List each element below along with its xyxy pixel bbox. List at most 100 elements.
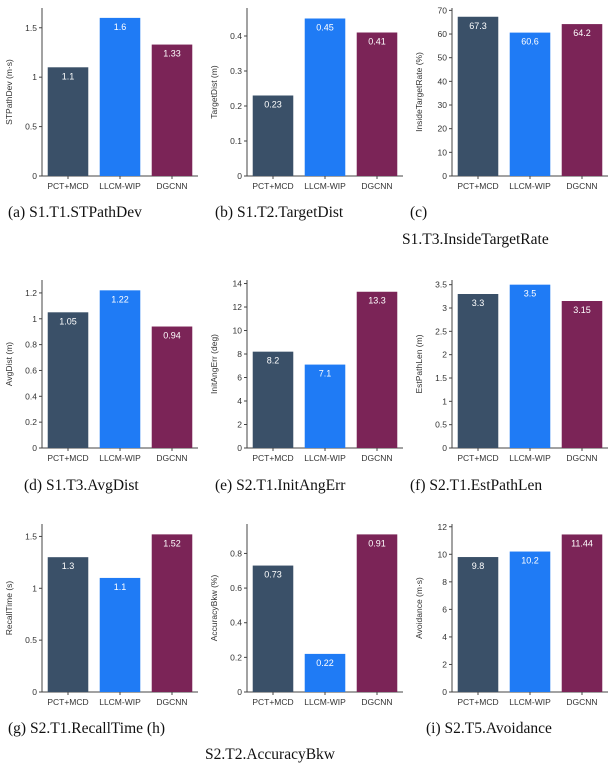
x-tick-label: DGCNN [566,181,597,191]
y-tick-label: 2 [442,350,447,360]
bar-value-label: 8.2 [267,356,280,366]
y-tick-label: 0 [32,171,37,181]
y-axis-label: InsideTargetRate (%) [414,52,424,132]
caption-b: (b) S1.T2.TargetDist [215,204,344,221]
y-axis-label: EstPathLen (m) [414,334,424,393]
y-tick-label: 20 [438,124,448,134]
chart-svg: InitAngErr (deg) 0 2 4 6 8 10 12 14 8.2 PCT+MCD 7.1… [209,279,403,463]
bar-value-label: 1.1 [62,71,75,81]
bar-value-label: 0.41 [368,37,386,47]
y-tick-label: 0 [237,171,242,181]
y-tick-label: 2.5 [435,326,447,336]
bar-value-label: 1.52 [163,538,181,548]
bar-value-label: 11.44 [571,538,593,548]
bar-pct-mcd [47,557,89,692]
bar-value-label: 0.45 [316,23,334,33]
bar-value-label: 1.22 [111,294,129,304]
bar-pct-mcd [47,67,89,176]
y-tick-label: 1.2 [25,288,37,298]
bar-value-label: 0.91 [368,538,386,548]
chart-svg: AvgDist (m) 0 0.2 0.4 0.6 0.8 1 1.2 1.05 PCT+MCD 1… [4,280,198,463]
y-tick-label: 0 [442,171,447,181]
y-tick-label: 14 [233,279,243,289]
x-tick-label: LLCM-WIP [99,181,141,191]
y-axis-label: STPathDev (m·s) [4,59,14,125]
chart-svg: InsideTargetRate (%) 0 10 20 30 40 50 60 70 67.3 P… [414,5,608,191]
y-tick-label: 60 [438,29,448,39]
caption-c-label: (c) [410,204,428,221]
y-axis-label: RecallTime (s) [4,581,14,636]
x-tick-label: PCT+MCD [457,453,498,463]
chart-svg: RecallTime (s) 0 0.5 1 1.5 1.3 PCT+MCD 1.1 LLCM-… [4,524,198,707]
y-tick-label: 0.6 [25,365,37,375]
chart-panel-1: TargetDist (m) 0 0.1 0.2 0.3 0.4 0.23 PCT+MCD 0.… [205,0,410,200]
x-tick-label: DGCNN [361,697,392,707]
chart-svg: TargetDist (m) 0 0.1 0.2 0.3 0.4 0.23 PCT+MCD 0.… [209,8,403,191]
y-axis-label: Avoidance (m·s) [414,577,424,639]
x-tick-label: PCT+MCD [252,181,293,191]
caption-f: (f) S2.T1.EstPathLen [410,477,543,494]
y-tick-label: 10 [438,147,448,157]
y-tick-label: 6 [442,604,447,614]
y-tick-label: 0 [32,687,37,697]
bar-llcm-wip [99,17,141,176]
bar-llcm-wip [509,551,551,692]
chart-panel-7: AccuracyBkw (%) 0 0.2 0.4 0.6 0.8 0.73 PCT+MCD 0… [205,516,410,716]
bar-value-label: 0.23 [264,100,282,110]
bar-pct-mcd [457,16,499,176]
x-tick-label: DGCNN [361,181,392,191]
y-tick-label: 0.4 [230,618,242,628]
x-tick-label: DGCNN [361,453,392,463]
bar-pct-mcd [457,557,499,692]
y-tick-label: 0.2 [25,417,37,427]
y-tick-label: 0 [32,443,37,453]
y-tick-label: 12 [233,302,243,312]
x-tick-label: PCT+MCD [47,181,88,191]
caption-e: (e) S2.T1.InitAngErr [215,477,346,494]
y-tick-label: 0.3 [230,66,242,76]
x-tick-label: LLCM-WIP [99,453,141,463]
caption-c-text: S1.T3.InsideTargetRate [402,231,549,248]
x-tick-label: DGCNN [156,181,187,191]
x-tick-label: PCT+MCD [252,453,293,463]
bar-llcm-wip [304,653,346,692]
x-tick-label: PCT+MCD [457,697,498,707]
y-tick-label: 0.4 [230,31,242,41]
bar-value-label: 10.2 [521,556,539,566]
y-tick-label: 2 [442,659,447,669]
bar-llcm-wip [509,284,551,448]
bar-llcm-wip [99,577,141,692]
caption-d: (d) S1.T3.AvgDist [24,477,139,494]
bar-pct-mcd [252,351,294,448]
bar-dgcnn [561,301,603,448]
bar-llcm-wip [509,32,551,176]
y-tick-label: 10 [438,549,448,559]
y-axis-label: AccuracyBkw (%) [209,575,219,642]
y-axis-label: TargetDist (m) [209,65,219,119]
y-tick-label: 3 [442,303,447,313]
bar-value-label: 60.6 [521,37,539,47]
bar-value-label: 3.15 [573,305,591,315]
x-tick-label: PCT+MCD [47,453,88,463]
x-tick-label: LLCM-WIP [304,697,346,707]
bar-value-label: 1.05 [59,316,77,326]
y-tick-label: 1 [442,396,447,406]
bar-pct-mcd [47,312,89,448]
x-tick-label: PCT+MCD [47,697,88,707]
caption-i: (i) S2.T5.Avoidance [426,720,552,737]
y-tick-label: 0.5 [435,420,447,430]
bar-value-label: 1.6 [114,22,127,32]
y-tick-label: 0 [237,443,242,453]
y-tick-label: 70 [438,5,448,15]
bar-value-label: 0.22 [316,658,334,668]
y-tick-label: 4 [237,396,242,406]
y-tick-label: 0.6 [230,583,242,593]
y-tick-label: 2 [237,420,242,430]
bar-pct-mcd [252,95,294,176]
y-tick-label: 6 [237,373,242,383]
chart-panel-5: EstPathLen (m) 0 0.5 1 1.5 2 2.5 3 3.5 3.3 PCT+MCD… [410,272,615,472]
chart-svg: STPathDev (m·s) 0 0.5 1 1.5 1.1 PCT+MCD 1.6 LLCM… [4,8,198,191]
caption-g: (g) S2.T1.RecallTime (h) [8,720,165,737]
bar-value-label: 13.3 [368,296,386,306]
chart-svg: Avoidance (m·s) 0 2 4 6 8 10 12 9.8 PCT+MCD 10.2 LL… [414,522,608,707]
